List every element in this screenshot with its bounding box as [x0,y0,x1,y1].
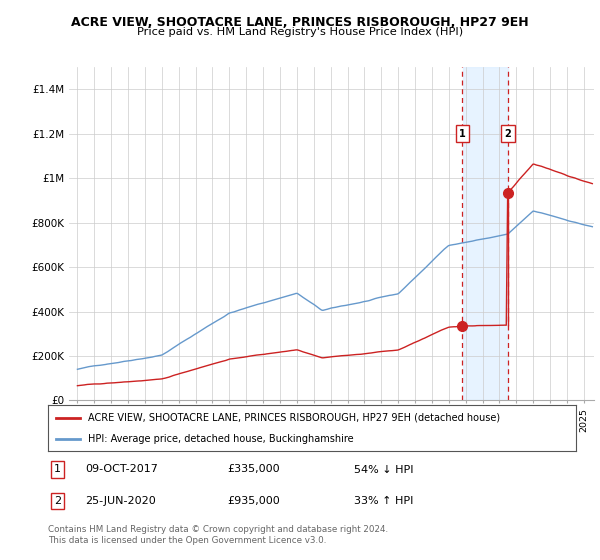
Text: 1: 1 [459,129,466,139]
Text: ACRE VIEW, SHOOTACRE LANE, PRINCES RISBOROUGH, HP27 9EH (detached house): ACRE VIEW, SHOOTACRE LANE, PRINCES RISBO… [88,413,500,423]
Text: Contains HM Land Registry data © Crown copyright and database right 2024.
This d: Contains HM Land Registry data © Crown c… [48,525,388,545]
Text: £335,000: £335,000 [227,464,280,474]
Text: £935,000: £935,000 [227,496,280,506]
Text: 25-JUN-2020: 25-JUN-2020 [85,496,156,506]
Text: 2: 2 [505,129,511,139]
Text: ACRE VIEW, SHOOTACRE LANE, PRINCES RISBOROUGH, HP27 9EH: ACRE VIEW, SHOOTACRE LANE, PRINCES RISBO… [71,16,529,29]
Text: 33% ↑ HPI: 33% ↑ HPI [354,496,413,506]
Text: 54% ↓ HPI: 54% ↓ HPI [354,464,414,474]
Text: 1: 1 [54,464,61,474]
Text: Price paid vs. HM Land Registry's House Price Index (HPI): Price paid vs. HM Land Registry's House … [137,27,463,37]
Text: 09-OCT-2017: 09-OCT-2017 [85,464,158,474]
Text: HPI: Average price, detached house, Buckinghamshire: HPI: Average price, detached house, Buck… [88,435,353,444]
Text: 2: 2 [54,496,61,506]
